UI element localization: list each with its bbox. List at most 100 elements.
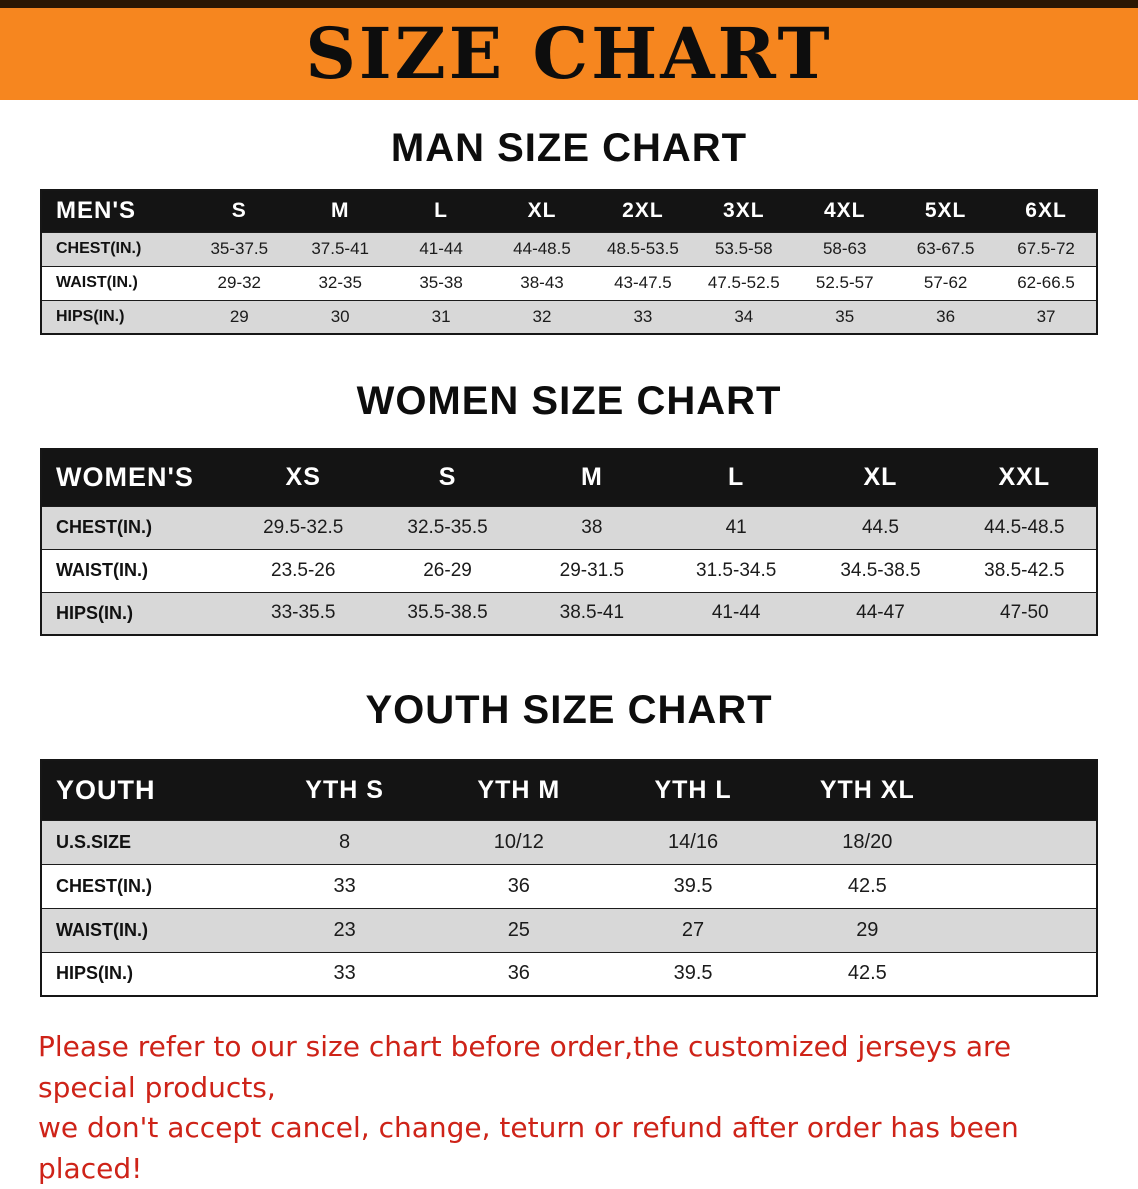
size-value: 32-35 [289,265,391,300]
men-size-table: MEN'S S M L XL 2XL 3XL 4XL 5XL 6XL CHEST(IN.) 35-37… [40,189,1098,335]
size-value: 23 [257,907,432,952]
table-row: HIPS(IN.) 29 30 31 32 33 34 35 36 37 [41,299,1097,334]
table-row: CHEST(IN.) 29.5-32.5 32.5-35.5 38 41 44.5 44.5… [41,505,1097,549]
size-value: 18/20 [780,819,955,864]
size-column-header: L [390,190,492,232]
size-value: 29.5-32.5 [231,505,376,549]
row-label-header: WOMEN'S [41,449,232,506]
table-row: WAIST(IN.) 23 25 27 29 [41,907,1097,952]
youth-size-section: YOUTH SIZE CHART YOUTH YTH S YTH M YTH L YTH… [0,688,1138,997]
spacer-cell [954,863,1097,908]
size-value: 41-44 [664,591,809,635]
size-value: 29-32 [188,265,290,300]
size-column-header: XL [491,190,593,232]
size-value: 58-63 [794,231,896,266]
size-value: 47.5-52.5 [693,265,795,300]
table-row: CHEST(IN.) 33 36 39.5 42.5 [41,863,1097,908]
size-value: 33 [257,863,432,908]
size-column-header: XL [808,449,953,506]
size-column-header: YTH S [257,760,432,820]
size-value: 26-29 [375,548,520,592]
youth-size-table: YOUTH YTH S YTH M YTH L YTH XL U.S.SIZE 8 10/12… [40,759,1098,997]
size-value: 32 [491,299,593,334]
size-value: 29 [780,907,955,952]
size-column-header: 5XL [895,190,997,232]
table-row: HIPS(IN.) 33 36 39.5 42.5 [41,951,1097,996]
size-value: 39.5 [605,951,781,996]
size-column-header: XXL [952,449,1097,506]
spacer-cell [954,819,1097,864]
women-size-section: WOMEN SIZE CHART WOMEN'S XS S M L XL XXL CHEST(… [0,379,1138,636]
size-column-header: S [188,190,290,232]
size-value: 14/16 [605,819,781,864]
table-row: WAIST(IN.) 23.5-26 26-29 29-31.5 31.5-34.5 34… [41,548,1097,592]
size-column-header: YTH L [605,760,781,820]
size-value: 23.5-26 [231,548,376,592]
size-column-header: M [519,449,665,506]
size-column-header: XS [231,449,376,506]
size-column-header: YTH XL [780,760,955,820]
size-value: 41-44 [390,231,492,266]
size-column-header: 2XL [592,190,694,232]
size-value: 33-35.5 [231,591,376,635]
size-value: 29-31.5 [519,548,665,592]
size-value: 29 [188,299,290,334]
size-value: 25 [431,907,606,952]
women-size-table: WOMEN'S XS S M L XL XXL CHEST(IN.) 29.5-32.5 32.5… [40,448,1098,636]
table-row: HIPS(IN.) 33-35.5 35.5-38.5 38.5-41 41-44 44-… [41,591,1097,635]
row-label: U.S.SIZE [41,819,258,864]
size-value: 8 [257,819,432,864]
size-value: 32.5-35.5 [375,505,520,549]
size-value: 31.5-34.5 [664,548,809,592]
size-value: 39.5 [605,863,781,908]
size-value: 44-48.5 [491,231,593,266]
size-value: 37.5-41 [289,231,391,266]
row-label-header: YOUTH [41,760,258,820]
row-label: CHEST(IN.) [41,863,258,908]
spacer-cell [954,907,1097,952]
table-header-row: MEN'S S M L XL 2XL 3XL 4XL 5XL 6XL [41,190,1097,232]
size-value: 47-50 [952,591,1097,635]
size-value: 42.5 [780,951,955,996]
size-value: 52.5-57 [794,265,896,300]
size-column-header: 3XL [693,190,795,232]
size-value: 38 [519,505,665,549]
table-header-row: WOMEN'S XS S M L XL XXL [41,449,1097,506]
size-value: 38-43 [491,265,593,300]
size-value: 44.5-48.5 [952,505,1097,549]
spacer-cell [954,951,1097,996]
men-section-heading: MAN SIZE CHART [390,126,748,170]
size-value: 33 [592,299,694,334]
size-value: 57-62 [895,265,997,300]
size-value: 53.5-58 [693,231,795,266]
spacer-cell [954,760,1097,820]
row-label: WAIST(IN.) [41,548,232,592]
size-value: 37 [996,299,1097,334]
size-value: 36 [431,863,606,908]
banner: SIZE CHART [0,8,1138,100]
size-value: 34 [693,299,795,334]
row-label: WAIST(IN.) [41,265,189,300]
size-value: 38.5-41 [519,591,665,635]
youth-section-heading: YOUTH SIZE CHART [365,688,773,732]
size-value: 34.5-38.5 [808,548,953,592]
table-row: WAIST(IN.) 29-32 32-35 35-38 38-43 43-47.5 47.… [41,265,1097,300]
size-column-header: L [664,449,809,506]
size-value: 44.5 [808,505,953,549]
row-label: HIPS(IN.) [41,299,189,334]
notice-line-1: Please refer to our size chart before or… [38,1030,1012,1104]
size-value: 42.5 [780,863,955,908]
table-row: U.S.SIZE 8 10/12 14/16 18/20 [41,819,1097,864]
size-column-header: M [289,190,391,232]
size-value: 30 [289,299,391,334]
size-value: 38.5-42.5 [952,548,1097,592]
size-value: 33 [257,951,432,996]
size-column-header: S [375,449,520,506]
row-label: CHEST(IN.) [41,505,232,549]
size-value: 35-37.5 [188,231,290,266]
row-label: CHEST(IN.) [41,231,189,266]
size-value: 44-47 [808,591,953,635]
size-column-header: 6XL [996,190,1097,232]
top-border-strip [0,0,1138,8]
